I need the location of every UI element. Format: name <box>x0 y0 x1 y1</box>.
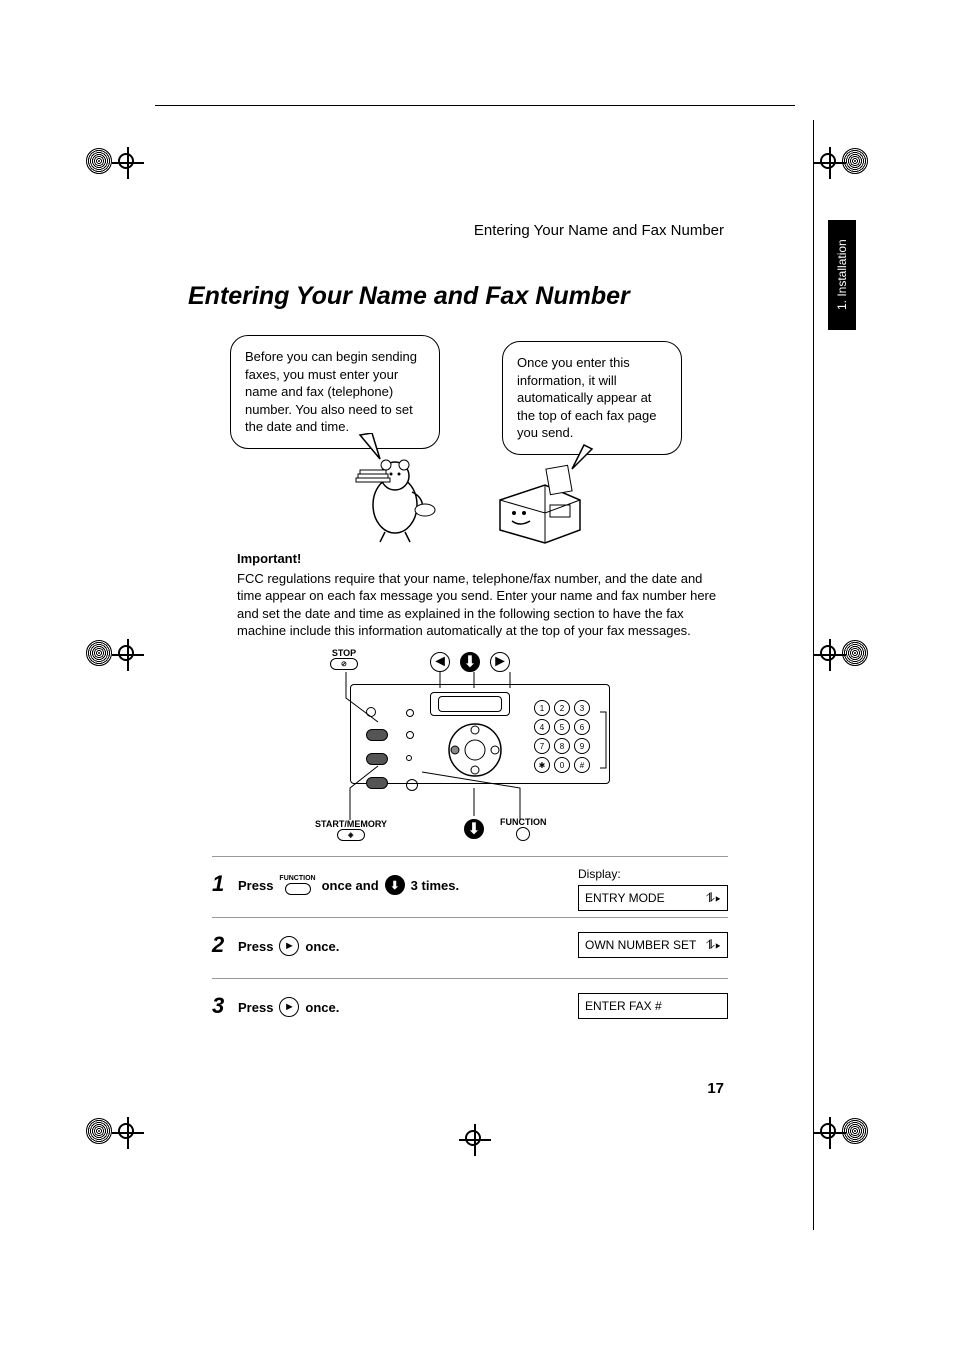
start-memory-label: START/MEMORY ◈ <box>306 819 396 843</box>
display-readout: ENTER FAX # <box>578 993 728 1019</box>
step-number: 3 <box>212 993 238 1019</box>
important-note: Important! FCC regulations require that … <box>237 550 727 640</box>
stop-label: STOP ⊘ <box>330 648 358 672</box>
right-arrow-icon: ► <box>490 652 510 672</box>
right-arrow-icon: ► <box>279 936 299 956</box>
function-button-icon: FUNCTION <box>279 875 315 895</box>
function-label: FUNCTION <box>500 817 547 843</box>
step-text: Press <box>238 939 273 954</box>
steps-list: 1 Press FUNCTION once and ⬇ 3 times. Dis… <box>212 856 728 1039</box>
page-number: 17 <box>707 1080 724 1097</box>
mascot-hamster-icon <box>350 450 440 545</box>
crop-mark-bc <box>465 1130 481 1151</box>
down-key-bottom-icon: ⬇ <box>464 819 484 839</box>
crop-mark-tl <box>86 148 134 174</box>
crop-mark-bl <box>86 1118 134 1144</box>
crop-mark-mr <box>820 640 868 666</box>
step-text: once. <box>305 939 339 954</box>
right-arrow-icon: ► <box>279 997 299 1017</box>
step-2: 2 Press ► once. OWN NUMBER SET ⥮▸ <box>212 917 728 978</box>
chapter-tab: 1. Installation <box>828 220 856 330</box>
left-arrow-icon: ◄ <box>430 652 450 672</box>
crop-mark-br <box>820 1118 868 1144</box>
step-number: 1 <box>212 871 238 897</box>
crop-line-right-long <box>155 105 795 106</box>
display-readout: OWN NUMBER SET ⥮▸ <box>578 932 728 958</box>
device-diagram: STOP ⊘ START/MEMORY ◈ FUNCTION ◄ ⬇ ► <box>310 648 630 843</box>
step-text: Press <box>238 878 273 893</box>
callout-left: Before you can begin sending faxes, you … <box>230 335 440 449</box>
crop-mark-tr <box>820 148 868 174</box>
keypad: 123 456 789 ✱0# <box>534 700 590 776</box>
crop-mark-ml <box>86 640 134 666</box>
step-text: 3 times. <box>411 878 459 893</box>
display-label: Display: <box>578 867 728 881</box>
step-1: 1 Press FUNCTION once and ⬇ 3 times. Dis… <box>212 856 728 917</box>
step-number: 2 <box>212 932 238 958</box>
callout-right: Once you enter this information, it will… <box>502 341 682 455</box>
step-text: Press <box>238 1000 273 1015</box>
step-text: once and <box>322 878 379 893</box>
important-label: Important! <box>237 550 727 568</box>
display-readout: ENTRY MODE ⥮▸ <box>578 885 728 911</box>
running-header: Entering Your Name and Fax Number <box>474 222 724 239</box>
page-title: Entering Your Name and Fax Number <box>188 282 630 311</box>
dial-icon <box>440 720 510 780</box>
important-text: FCC regulations require that your name, … <box>237 570 727 640</box>
down-key-icon: ⬇ <box>460 652 480 672</box>
callouts-region: Before you can begin sending faxes, you … <box>230 335 710 545</box>
fax-machine-icon <box>490 455 590 545</box>
down-key-icon: ⬇ <box>385 875 405 895</box>
step-text: once. <box>305 1000 339 1015</box>
crop-line-right <box>813 120 814 1230</box>
step-3: 3 Press ► once. ENTER FAX # <box>212 978 728 1039</box>
